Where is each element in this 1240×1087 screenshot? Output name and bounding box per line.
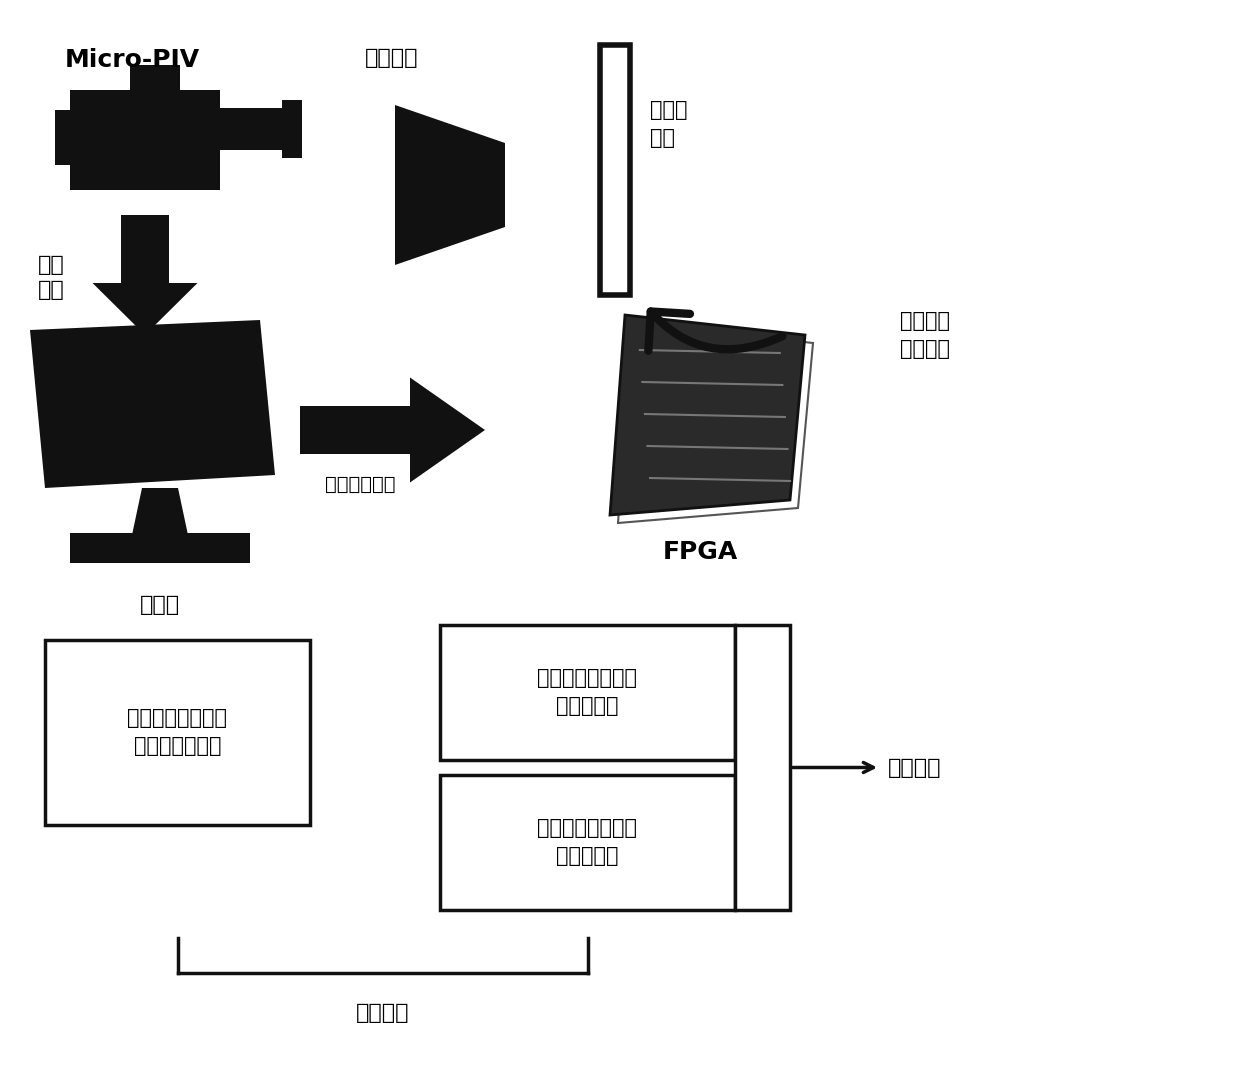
Polygon shape xyxy=(396,105,505,265)
Bar xyxy=(45,640,310,825)
Text: 浓度调节模型的滚
动跟踪控制: 浓度调节模型的滚 动跟踪控制 xyxy=(537,669,637,716)
Polygon shape xyxy=(93,215,197,335)
Bar xyxy=(219,108,285,150)
Text: 基于深度学习的滚
动跟踪控制: 基于深度学习的滚 动跟踪控制 xyxy=(537,819,637,866)
Text: 反射光路: 反射光路 xyxy=(365,48,419,68)
Bar xyxy=(69,533,250,563)
Bar xyxy=(130,65,180,95)
Bar xyxy=(600,45,630,295)
Text: Micro-PIV: Micro-PIV xyxy=(64,48,200,72)
Text: 信息融合: 信息融合 xyxy=(888,758,941,777)
Bar xyxy=(440,625,735,760)
Text: FPGA: FPGA xyxy=(662,540,738,564)
Text: 最优控制结果: 最优控制结果 xyxy=(325,475,396,493)
Text: 视觉
测量: 视觉 测量 xyxy=(38,255,64,300)
Bar xyxy=(69,90,219,190)
Polygon shape xyxy=(30,320,275,488)
Polygon shape xyxy=(131,488,188,535)
Bar xyxy=(735,625,790,910)
Polygon shape xyxy=(610,315,805,515)
Bar xyxy=(440,775,735,910)
Text: 工作站: 工作站 xyxy=(140,595,180,615)
Bar xyxy=(55,110,73,165)
Text: 粒子移动时空演化
模型的最优控制: 粒子移动时空演化 模型的最优控制 xyxy=(128,709,227,757)
Bar xyxy=(281,100,303,158)
FancyArrowPatch shape xyxy=(649,312,782,351)
Text: 串级控制: 串级控制 xyxy=(356,1003,409,1023)
Text: 微流控
芯片: 微流控 芯片 xyxy=(650,100,687,148)
Polygon shape xyxy=(300,377,485,483)
Text: 输出指令
驱动微泵: 输出指令 驱动微泵 xyxy=(900,311,950,359)
